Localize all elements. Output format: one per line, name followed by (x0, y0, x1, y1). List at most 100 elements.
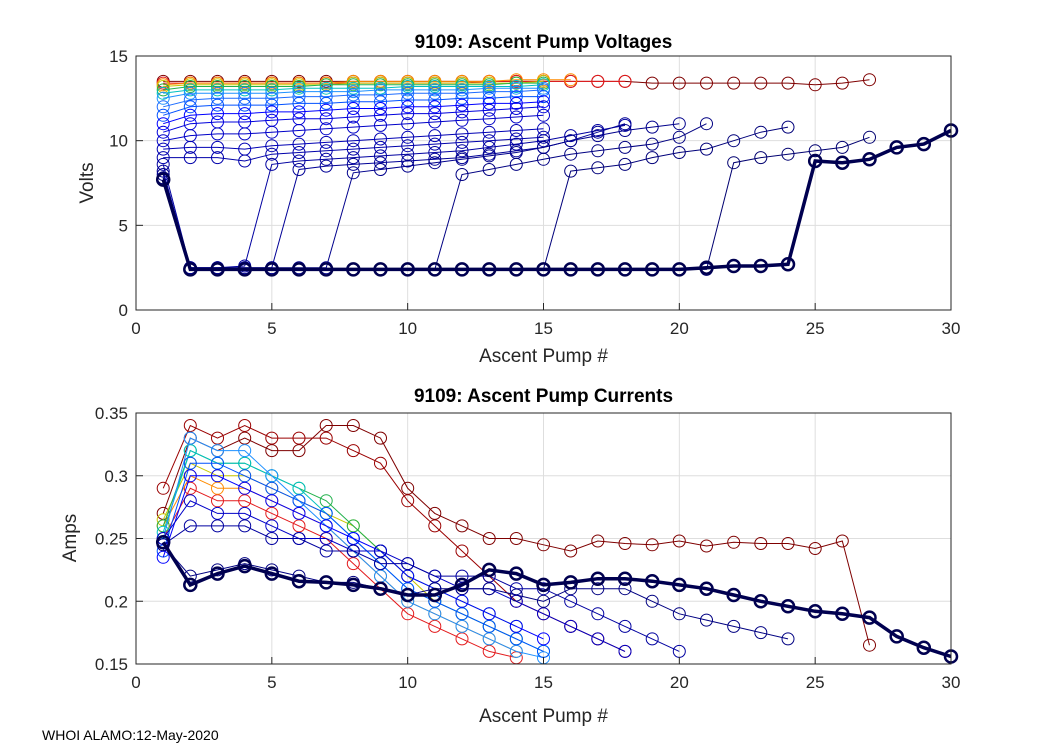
voltage-data-point (211, 107, 224, 121)
voltage-data-point (455, 135, 469, 149)
voltage-data-point (618, 140, 632, 154)
voltage-data-point (781, 76, 795, 90)
voltage-data-point (509, 102, 523, 115)
voltage-data-point (346, 85, 360, 99)
voltage-data-point (346, 88, 360, 102)
voltage-data-point (292, 137, 306, 151)
current-data-point (672, 607, 686, 621)
current-xtick-label: 10 (398, 673, 417, 692)
voltage-data-point (509, 96, 523, 110)
voltage-data-point (863, 130, 876, 144)
voltage-series-line (163, 114, 544, 142)
voltage-data-point (156, 83, 170, 97)
voltage-data-point (509, 81, 523, 95)
current-data-point (155, 535, 171, 550)
voltage-data-point (183, 151, 197, 165)
voltage-data-point (401, 117, 415, 131)
voltage-data-point (373, 262, 388, 277)
voltage-data-point (645, 137, 659, 151)
voltage-series-9 (156, 95, 550, 131)
current-data-point (238, 456, 252, 470)
voltage-data-point (319, 159, 333, 173)
current-data-point (835, 534, 849, 548)
voltage-data-point (428, 83, 442, 97)
voltage-data-point (863, 73, 876, 87)
voltage-xtick-label: 5 (267, 319, 276, 338)
voltage-data-point (156, 142, 170, 156)
voltage-data-point (401, 139, 415, 153)
voltage-data-point (672, 146, 686, 159)
current-series-line (162, 425, 870, 646)
current-data-point (373, 581, 388, 596)
voltage-data-point (754, 76, 768, 90)
voltage-data-point (401, 86, 415, 100)
current-data-point (319, 544, 333, 558)
voltage-data-point (237, 262, 252, 277)
current-data-point (319, 419, 333, 432)
voltage-data-point (591, 129, 605, 143)
voltage-ytick-label: 0 (119, 301, 128, 320)
voltage-data-point (618, 157, 632, 171)
voltage-series-line (163, 128, 544, 150)
voltage-data-point (427, 262, 443, 277)
current-data-point (237, 558, 252, 574)
current-data-point (455, 569, 469, 583)
current-xtick-label: 30 (942, 673, 961, 692)
voltage-series-line (163, 96, 544, 116)
voltage-data-point (781, 120, 795, 134)
current-data-point (238, 444, 252, 458)
voltage-data-point (509, 157, 523, 171)
voltage-data-point (265, 139, 279, 153)
voltage-data-point (346, 110, 360, 124)
current-data-point (564, 594, 578, 608)
voltage-data-point (699, 260, 714, 275)
current-data-point (591, 534, 605, 548)
voltage-ytick-label: 10 (109, 132, 128, 151)
footer-credit: WHOI ALAMO:12-May-2020 (42, 727, 219, 743)
current-ytick-label: 0.25 (95, 530, 128, 549)
voltage-data-point (428, 93, 442, 107)
current-data-point (537, 538, 550, 552)
current-data-point (727, 535, 741, 549)
voltage-data-point (292, 163, 306, 176)
current-data-point (211, 456, 224, 470)
voltage-data-point (374, 118, 387, 132)
current-data-point (672, 577, 687, 593)
voltage-data-point (537, 108, 550, 122)
voltage-data-point (265, 83, 279, 97)
voltage-data-point (428, 152, 442, 166)
voltage-data-point (428, 146, 442, 159)
current-data-point (564, 619, 578, 633)
current-data-point (780, 599, 796, 614)
voltage-xtick-label: 10 (398, 319, 417, 338)
voltage-data-point (183, 93, 197, 107)
voltage-data-point (455, 83, 469, 97)
voltage-series-line (163, 84, 544, 94)
voltage-data-point (700, 76, 713, 90)
current-data-point (753, 594, 769, 609)
current-ticks: 0 5 10 15 20 25 30 0.15 0.2 0.25 0.3 0.35 (95, 404, 961, 692)
voltage-series-line (163, 79, 571, 86)
voltage-data-point (781, 147, 795, 161)
voltage-data-point (238, 91, 252, 105)
voltage-data-point (319, 122, 333, 136)
voltage-data-point (401, 159, 415, 173)
voltage-xtick-label: 20 (670, 319, 689, 338)
voltage-data-point (401, 83, 415, 97)
voltage-data-point (238, 127, 252, 141)
current-data-point (482, 532, 496, 545)
voltage-data-point (265, 98, 279, 112)
voltage-data-point (591, 161, 605, 175)
voltage-data-point (537, 152, 550, 166)
current-data-point (645, 538, 659, 552)
voltage-data-point (672, 76, 686, 90)
voltage-data-point (617, 262, 633, 277)
current-data-point (455, 594, 469, 608)
voltage-data-point (454, 262, 470, 277)
voltage-data-point (591, 74, 605, 88)
current-data-point (537, 632, 550, 646)
voltage-data-point (319, 144, 333, 158)
voltage-data-point (401, 130, 415, 144)
voltage-ytick-label: 15 (109, 47, 128, 66)
voltage-data-point (835, 155, 850, 170)
